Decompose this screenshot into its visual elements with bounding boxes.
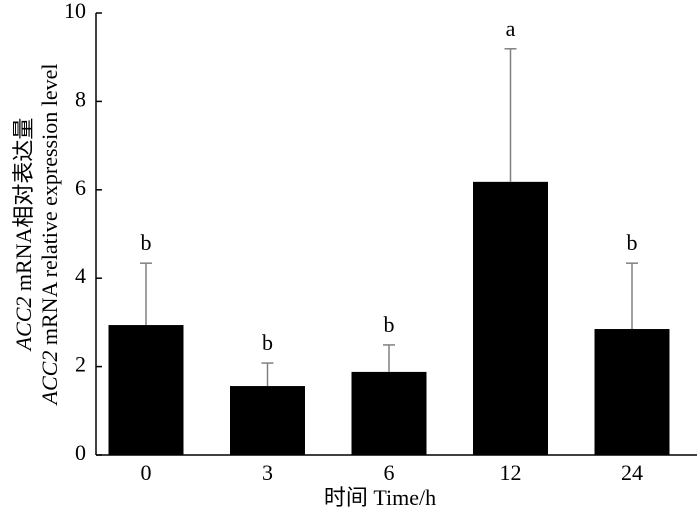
y-tick-label: 8 <box>75 86 86 111</box>
bar <box>594 329 670 455</box>
x-tick-label: 3 <box>262 460 273 485</box>
y-axis-label: ACC2 mRNA相对表达量 <box>11 118 36 353</box>
x-axis-label: 时间 Time/h <box>324 485 436 510</box>
x-tick-label: 0 <box>141 460 152 485</box>
x-tick-label: 12 <box>500 460 522 485</box>
x-tick-label: 6 <box>384 460 395 485</box>
significance-label: b <box>627 230 638 255</box>
y-tick-label: 2 <box>75 352 86 377</box>
y-label-text: mRNA relative expression level <box>37 64 62 351</box>
significance-label: b <box>141 230 152 255</box>
y-tick-label: 0 <box>75 440 86 465</box>
y-label-italic: ACC2 <box>37 351 62 407</box>
y-axis-label: ACC2 mRNA relative expression level <box>37 64 62 407</box>
bar <box>230 386 305 455</box>
bar <box>473 181 548 455</box>
y-tick-label: 6 <box>75 175 86 200</box>
significance-label: b <box>384 312 395 337</box>
x-tick-label: 24 <box>621 460 643 485</box>
bar <box>351 371 427 455</box>
y-label-italic: ACC2 <box>11 297 36 353</box>
y-label-text: mRNA相对表达量 <box>11 118 36 297</box>
significance-label: a <box>506 16 516 41</box>
significance-label: b <box>262 330 273 355</box>
bar <box>108 325 184 455</box>
y-tick-label: 10 <box>64 0 86 23</box>
y-tick-label: 4 <box>75 263 86 288</box>
